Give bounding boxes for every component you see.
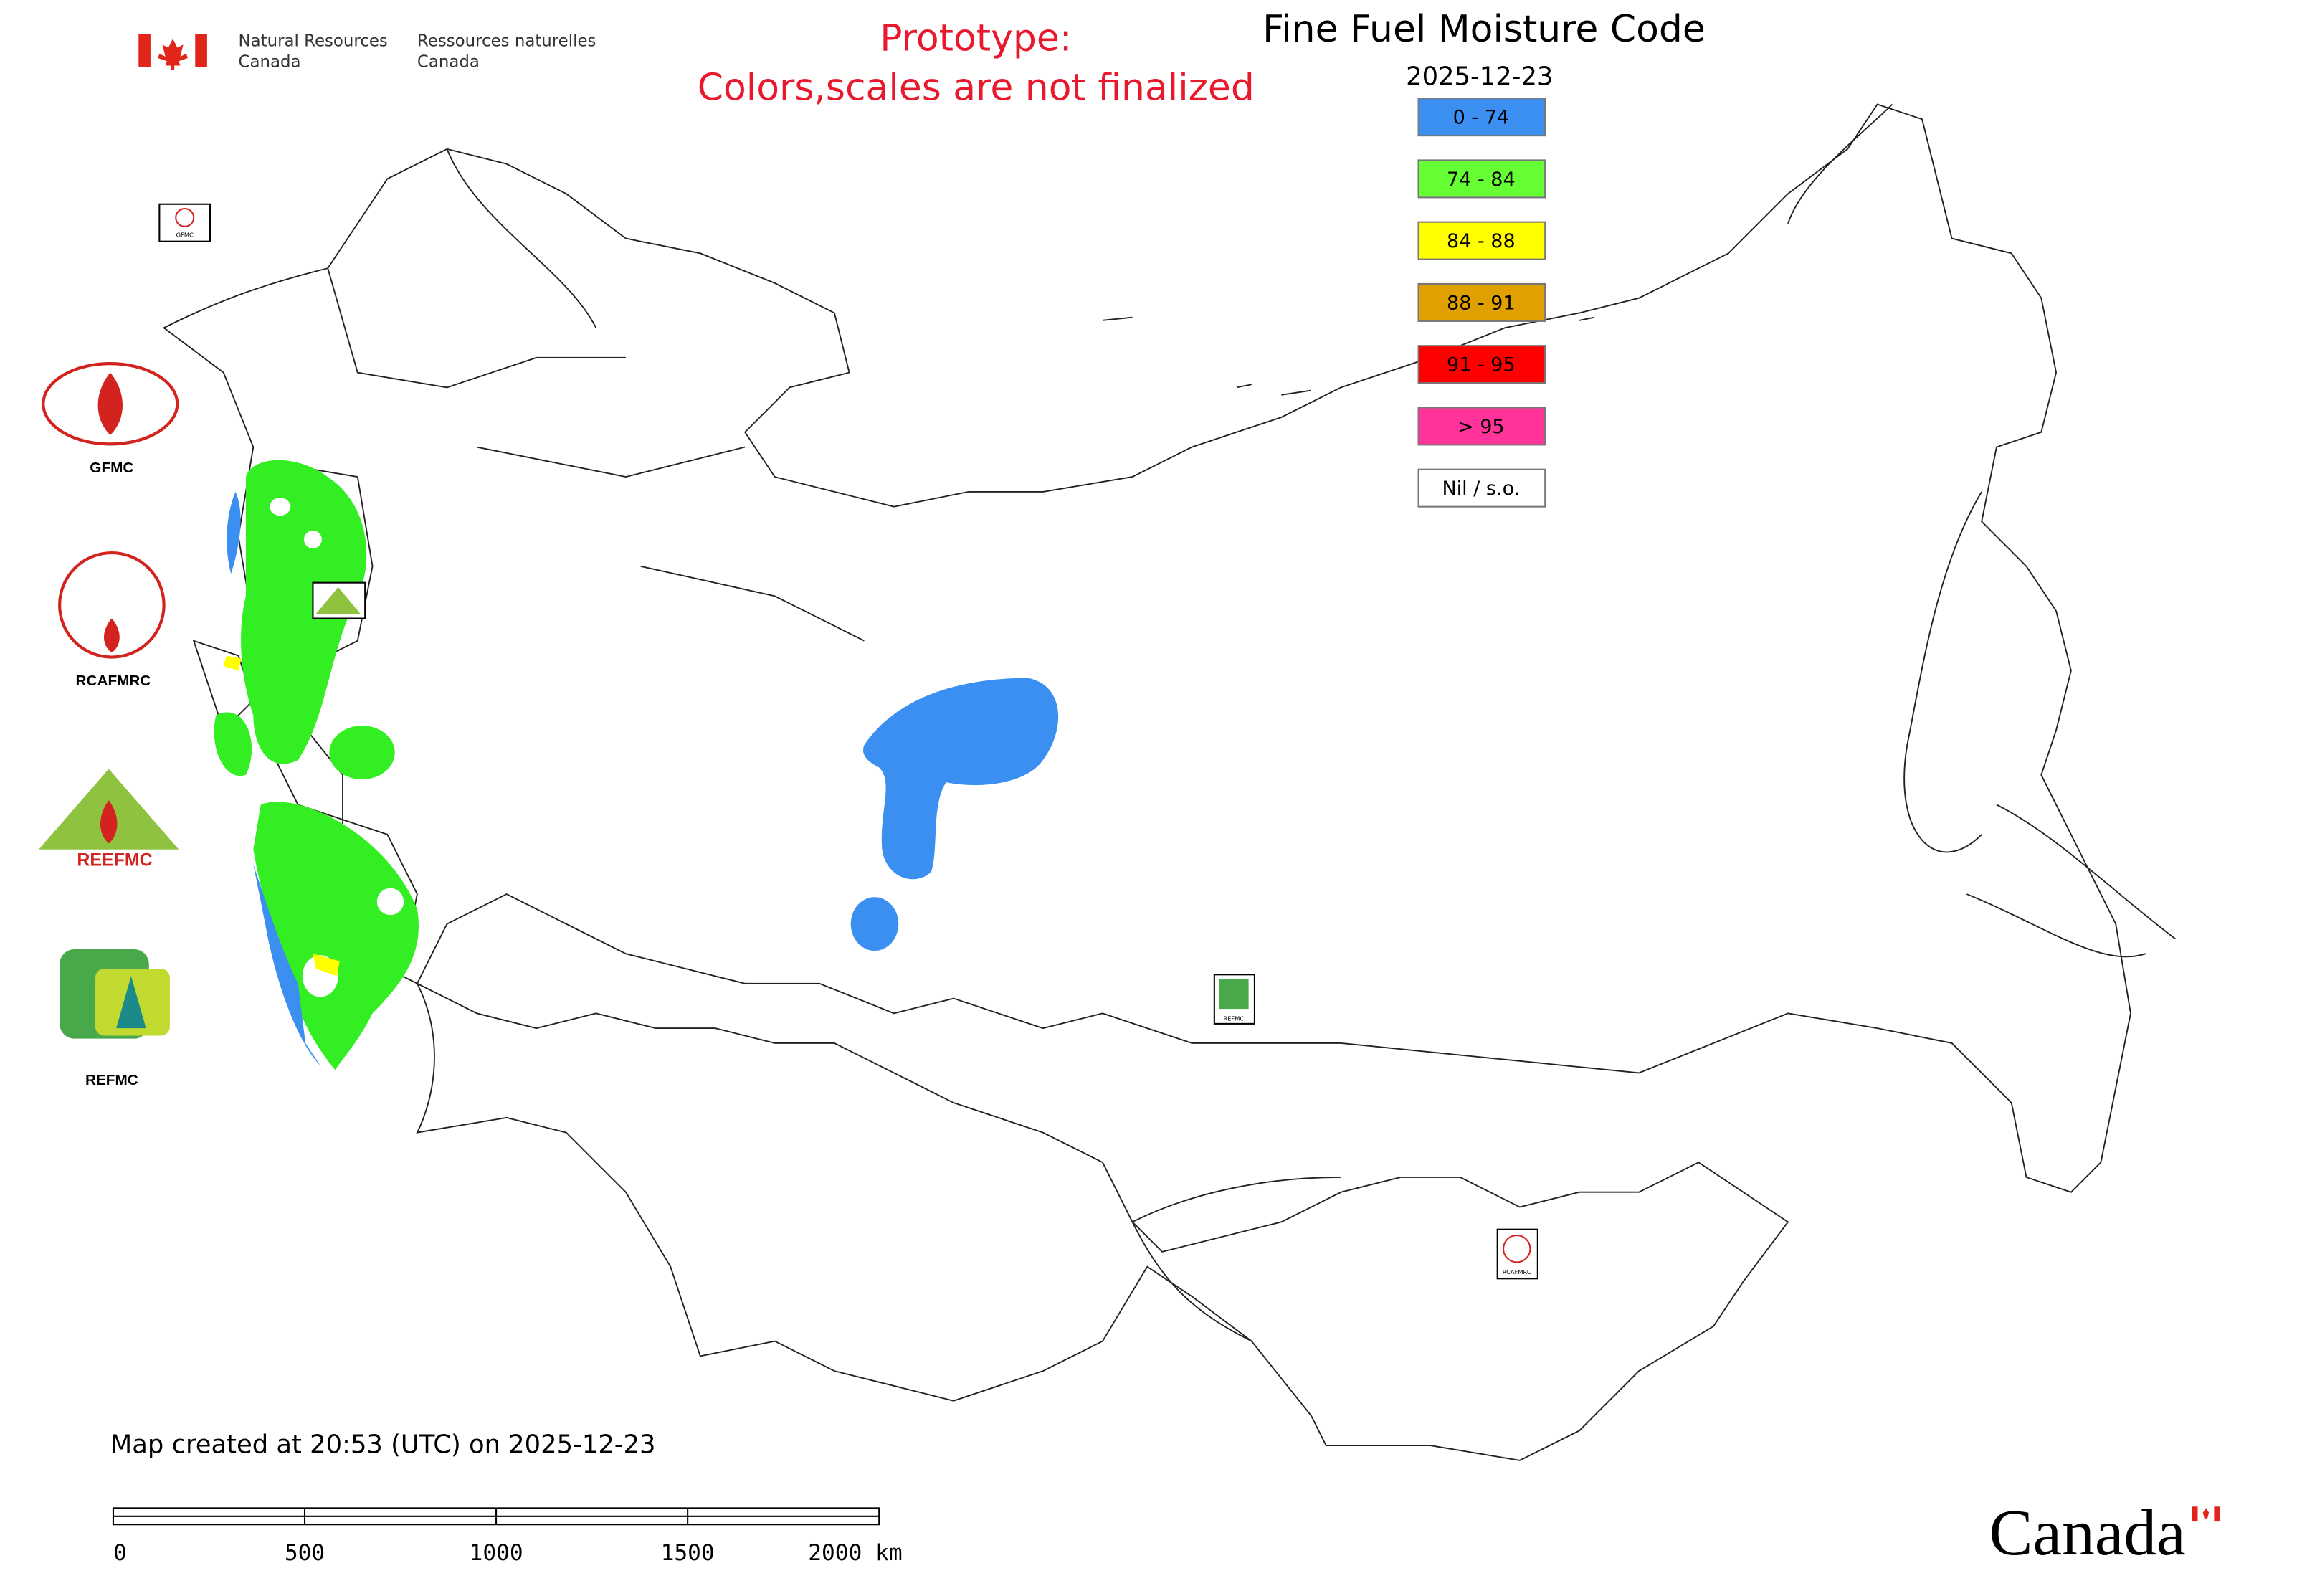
legend-label: > 95 [1457,416,1505,438]
scale-label: 1000 [470,1540,523,1566]
scale-label: 1500 [661,1540,715,1566]
legend-label: Nil / s.o. [1442,478,1520,500]
legend-label: 74 - 84 [1447,168,1516,191]
legend-swatch [1417,282,1546,322]
map-date: 2025-12-23 [1406,62,1553,91]
legend-swatch [1417,468,1546,508]
prototype-notice: Colors,scales are not finalized [698,66,1255,109]
scale-label: 2000 km [808,1540,902,1566]
legend-label: 91 - 95 [1447,354,1516,376]
ffmc-areas [214,460,1059,1070]
prototype-notice: Prototype: [880,17,1072,60]
legend-swatch [1417,98,1546,137]
canada-wordmark: Canada [1989,1496,2220,1569]
logo-label: RCAFMRC [1503,1268,1531,1276]
dept-fr: Ressources naturelles [417,32,596,50]
scale-label: 0 [113,1540,127,1566]
logo-label: GFMC [90,460,133,476]
wordmark: Canada [1989,1496,2186,1569]
dept-en: Natural Resources [239,32,388,50]
map-created-note: Map created at 20:53 (UTC) on 2025-12-23 [110,1430,656,1459]
gov-signature: Natural Resources Canada Ressources natu… [138,32,596,72]
legend-swatch [1417,159,1546,199]
logo-label: REEFMC [77,850,152,870]
logo-label: RCAFMRC [75,673,151,689]
logo-label: REFMC [85,1072,138,1088]
legend-label: 84 - 88 [1447,230,1516,252]
scale-bar: 0 500 1000 1500 2000 km [112,1507,903,1566]
logo-label: REFMC [1223,1015,1244,1022]
map-title: Fine Fuel Moisture Code [1262,8,1706,51]
legend-label: 0 - 74 [1453,107,1509,129]
agency-logos: GFMC RCAFMRC REEFMC REFMC GFMC REFMC RCA… [39,203,1538,1280]
dept-fr: Canada [417,53,480,72]
legend-swatch [1417,345,1546,384]
country-outlines [162,103,2176,1461]
legend: 0 - 74 74 - 84 84 - 88 88 - 91 91 - 95 > 95 Ni… [1417,98,1546,508]
legend-label: 88 - 91 [1447,292,1516,314]
scale-label: 500 [285,1540,325,1566]
legend-swatch [1417,407,1546,446]
legend-swatch [1417,221,1546,260]
logo-label: GFMC [176,231,194,238]
dept-en: Canada [239,53,301,72]
